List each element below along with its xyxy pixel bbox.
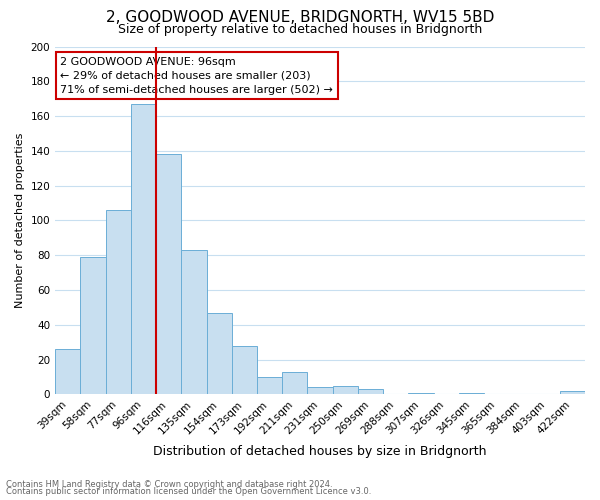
Bar [156, 154, 181, 394]
Bar [332, 386, 358, 394]
Bar [206, 312, 232, 394]
Bar [282, 372, 307, 394]
Bar [181, 250, 206, 394]
Y-axis label: Number of detached properties: Number of detached properties [15, 133, 25, 308]
Text: 2 GOODWOOD AVENUE: 96sqm
← 29% of detached houses are smaller (203)
71% of semi-: 2 GOODWOOD AVENUE: 96sqm ← 29% of detach… [61, 57, 334, 95]
Bar [55, 349, 80, 395]
Text: 2, GOODWOOD AVENUE, BRIDGNORTH, WV15 5BD: 2, GOODWOOD AVENUE, BRIDGNORTH, WV15 5BD [106, 10, 494, 25]
Bar [459, 392, 484, 394]
Bar [409, 392, 434, 394]
Text: Contains public sector information licensed under the Open Government Licence v3: Contains public sector information licen… [6, 487, 371, 496]
Bar [80, 257, 106, 394]
Bar [358, 389, 383, 394]
Bar [106, 210, 131, 394]
Bar [307, 388, 332, 394]
Bar [232, 346, 257, 395]
Bar [257, 377, 282, 394]
Text: Size of property relative to detached houses in Bridgnorth: Size of property relative to detached ho… [118, 22, 482, 36]
Bar [560, 391, 585, 394]
X-axis label: Distribution of detached houses by size in Bridgnorth: Distribution of detached houses by size … [154, 444, 487, 458]
Bar [131, 104, 156, 395]
Text: Contains HM Land Registry data © Crown copyright and database right 2024.: Contains HM Land Registry data © Crown c… [6, 480, 332, 489]
